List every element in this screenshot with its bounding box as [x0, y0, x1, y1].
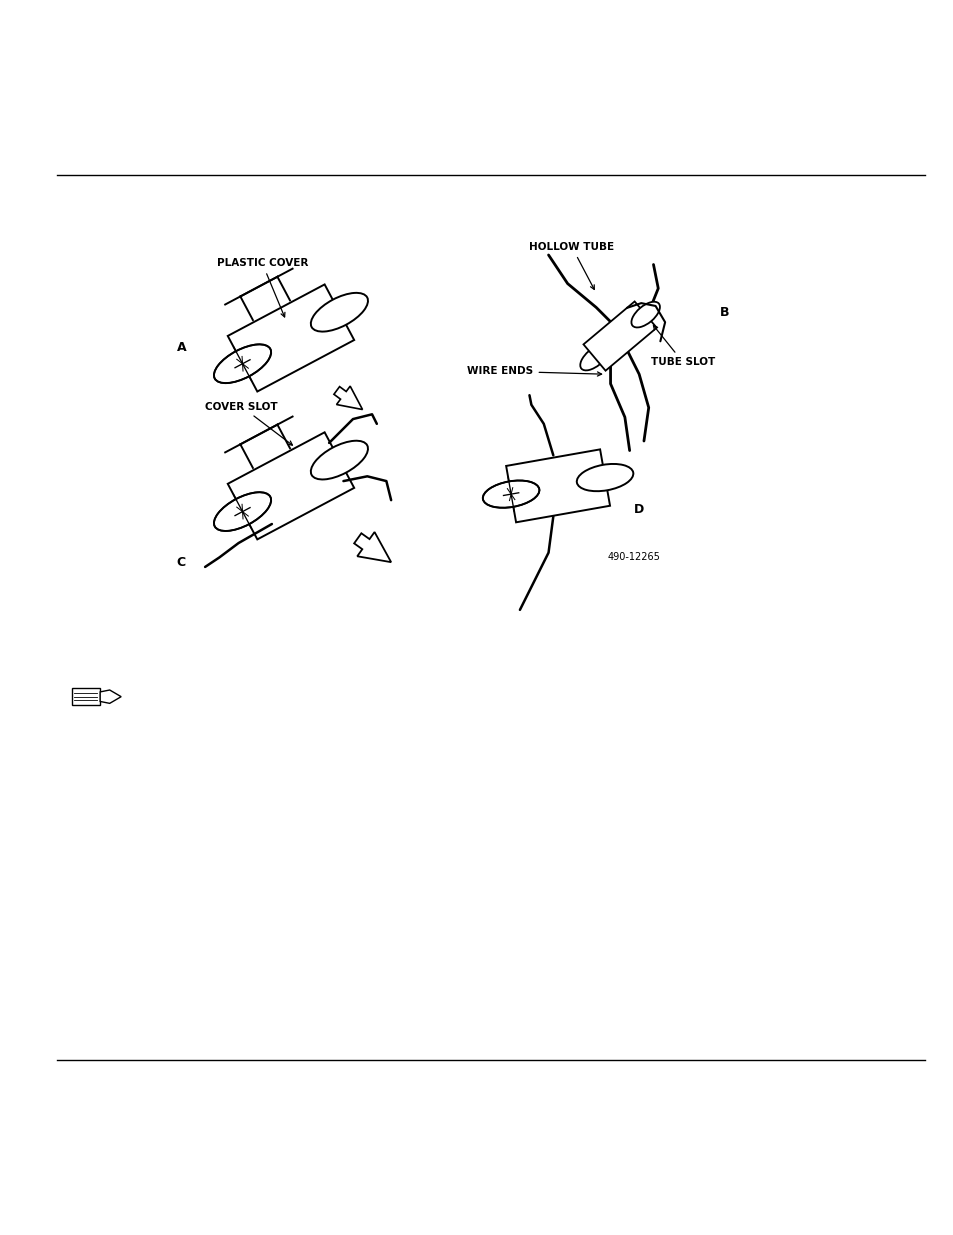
Ellipse shape — [311, 293, 368, 331]
Text: C: C — [176, 556, 186, 568]
Text: COVER SLOT: COVER SLOT — [205, 401, 293, 445]
Ellipse shape — [631, 301, 659, 327]
Polygon shape — [583, 301, 656, 370]
Ellipse shape — [482, 480, 538, 508]
Polygon shape — [334, 387, 362, 410]
Polygon shape — [506, 450, 609, 522]
FancyBboxPatch shape — [71, 688, 100, 705]
Ellipse shape — [311, 441, 368, 479]
Text: 490-12265: 490-12265 — [607, 552, 660, 562]
Text: B: B — [720, 306, 729, 319]
Text: A: A — [176, 341, 186, 354]
Text: WIRE ENDS: WIRE ENDS — [467, 367, 601, 377]
Ellipse shape — [579, 345, 608, 370]
Polygon shape — [228, 284, 354, 391]
Text: PLASTIC COVER: PLASTIC COVER — [216, 258, 308, 317]
Ellipse shape — [213, 345, 271, 383]
Polygon shape — [100, 690, 121, 704]
Text: HOLLOW TUBE: HOLLOW TUBE — [529, 242, 614, 289]
Text: D: D — [634, 503, 643, 516]
Polygon shape — [354, 532, 391, 562]
Ellipse shape — [577, 464, 633, 492]
Polygon shape — [228, 432, 354, 540]
Text: TUBE SLOT: TUBE SLOT — [650, 326, 715, 367]
Ellipse shape — [213, 493, 271, 531]
